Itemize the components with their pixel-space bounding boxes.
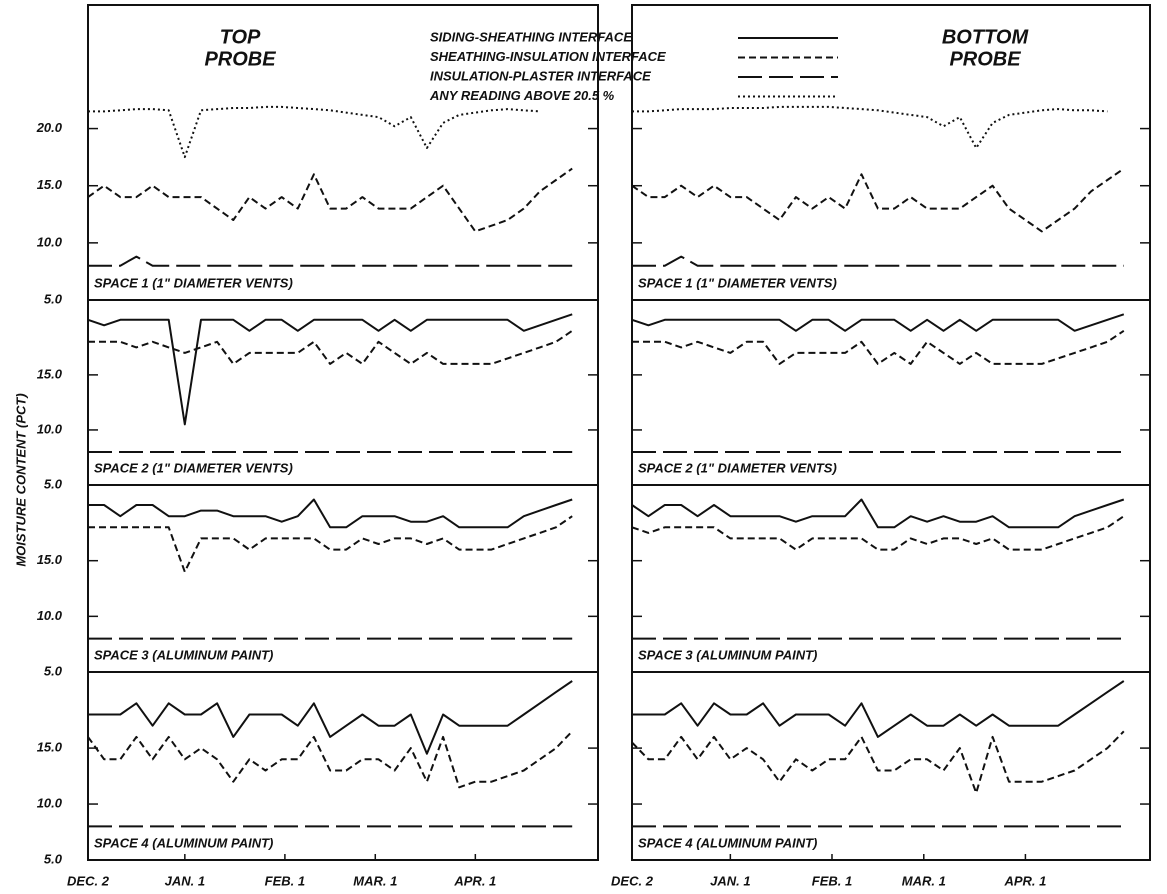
series-line — [631, 498, 1125, 529]
x-tick-label: DEC. 2 — [611, 873, 654, 888]
right-frame — [631, 4, 1151, 861]
y-tick-label: 15.0 — [37, 177, 63, 192]
legend-label: SIDING-SHEATHING INTERFACE — [430, 29, 632, 44]
x-tick-label: FEB. 1 — [812, 873, 852, 888]
column-title: PROBE — [949, 48, 1021, 70]
x-tick-label: DEC. 2 — [67, 873, 110, 888]
panel-title: SPACE 4 (ALUMINUM PAINT) — [94, 835, 273, 850]
x-tick-label: JAN. 1 — [710, 873, 750, 888]
y-tick-label: 10.0 — [37, 608, 63, 623]
y-tick-label: 10.0 — [37, 421, 63, 436]
series-line — [631, 167, 1125, 233]
y-tick-label: 20.0 — [36, 120, 63, 135]
panel-title: SPACE 1 (1" DIAMETER VENTS) — [94, 275, 293, 290]
column-title: PROBE — [204, 48, 276, 70]
y-tick-label: 10.0 — [37, 795, 63, 810]
column-title: TOP — [220, 26, 261, 48]
series-line — [88, 255, 573, 267]
y-tick-label: 10.0 — [37, 234, 63, 249]
x-tick-label: APR. 1 — [453, 873, 496, 888]
y-tick-label: 15.0 — [37, 740, 63, 755]
series-line — [88, 515, 573, 573]
series-line — [632, 255, 1124, 267]
panel-title: SPACE 3 (ALUMINUM PAINT) — [638, 647, 817, 662]
left-frame — [87, 4, 599, 861]
series-line — [632, 329, 1125, 365]
legend-label: INSULATION-PLASTER INTERFACE — [430, 68, 651, 83]
column-title: BOTTOM — [942, 26, 1030, 48]
x-tick-label: JAN. 1 — [165, 873, 205, 888]
series-line — [631, 515, 1125, 551]
series-line — [87, 313, 573, 426]
panel-title: SPACE 4 (ALUMINUM PAINT) — [638, 835, 817, 850]
panel-title: SPACE 1 (1" DIAMETER VENTS) — [638, 275, 837, 290]
x-tick-label: MAR. 1 — [902, 873, 946, 888]
series-line — [88, 680, 573, 755]
series-line — [632, 680, 1125, 738]
series-line — [88, 105, 540, 159]
x-tick-label: FEB. 1 — [265, 873, 305, 888]
series-line — [87, 730, 573, 789]
series-line — [631, 730, 1125, 794]
series-line — [87, 167, 573, 233]
series-line — [632, 105, 1108, 149]
panel-title: SPACE 3 (ALUMINUM PAINT) — [94, 647, 273, 662]
y-tick-label: 15.0 — [37, 366, 63, 381]
x-tick-label: MAR. 1 — [353, 873, 397, 888]
series-line — [88, 329, 573, 365]
y-tick-label: 5.0 — [44, 851, 63, 866]
y-tick-label: 5.0 — [44, 663, 63, 678]
y-tick-label: 5.0 — [44, 476, 63, 491]
series-line — [88, 498, 573, 529]
panel-title: SPACE 2 (1" DIAMETER VENTS) — [638, 460, 837, 475]
x-tick-label: APR. 1 — [1003, 873, 1046, 888]
legend-label: SHEATHING-INSULATION INTERFACE — [430, 49, 666, 64]
legend-label: ANY READING ABOVE 20.5 % — [429, 88, 615, 103]
y-axis-label: MOISTURE CONTENT (PCT) — [13, 393, 28, 566]
y-tick-label: 15.0 — [37, 552, 63, 567]
y-tick-label: 5.0 — [44, 291, 63, 306]
panel-title: SPACE 2 (1" DIAMETER VENTS) — [94, 460, 293, 475]
series-line — [631, 313, 1125, 332]
